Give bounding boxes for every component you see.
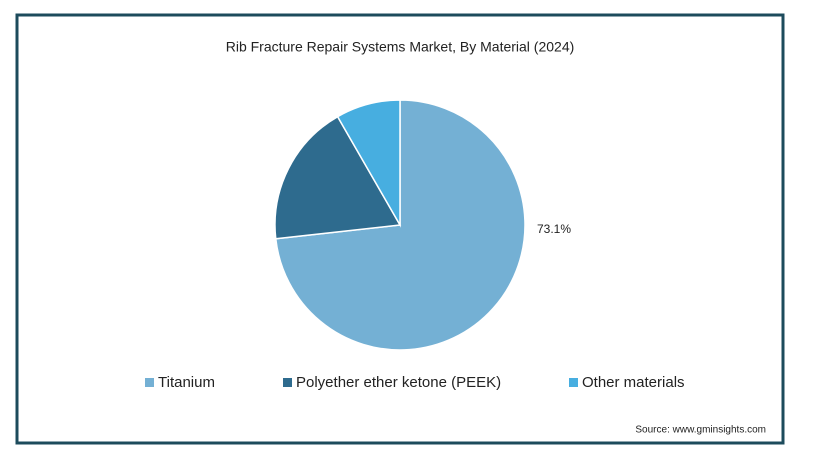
pie-slice [274,115,402,240]
legend-label: Polyether ether ketone (PEEK) [296,374,501,391]
pie-slice [336,99,401,228]
legend-label: Titanium [158,374,215,391]
legend-swatch [145,378,154,387]
data-label: 73.1% [537,222,571,236]
legend-swatch [283,378,292,387]
legend-label: Other materials [582,374,685,391]
source: Source: www.gminsights.com [635,425,766,436]
chart-title: Rib Fracture Repair Systems Market, By M… [226,39,575,55]
legend-swatch [569,378,578,387]
